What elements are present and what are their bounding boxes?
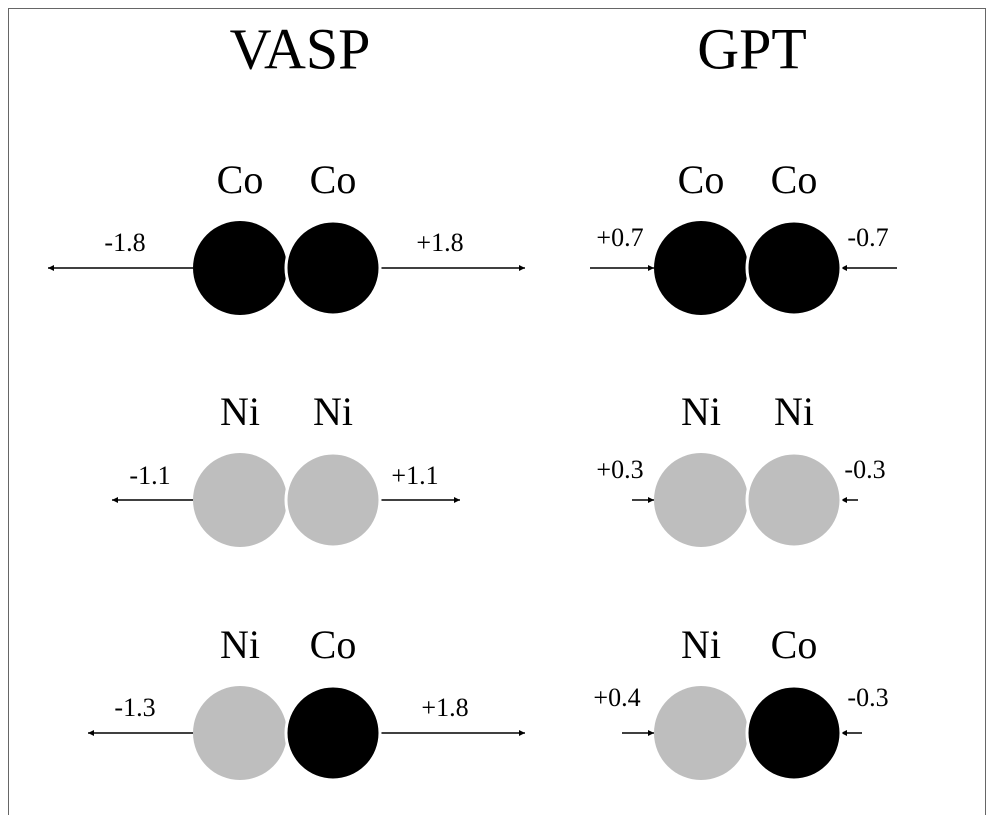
force-label: +0.7 xyxy=(596,223,643,252)
atom-circle xyxy=(745,451,843,549)
atom-circle xyxy=(193,453,287,547)
atom-circle xyxy=(284,219,382,317)
panel-title: VASP xyxy=(230,16,371,81)
atom-label: Co xyxy=(771,622,818,667)
force-label: -1.8 xyxy=(104,228,145,257)
atom-label: Ni xyxy=(681,622,721,667)
atom-label: Co xyxy=(771,157,818,202)
panel-title: GPT xyxy=(697,16,807,81)
force-label: +1.8 xyxy=(421,693,468,722)
frame xyxy=(8,8,986,815)
atom-circle xyxy=(654,453,748,547)
atom-label: Co xyxy=(678,157,725,202)
force-label: +1.8 xyxy=(416,228,463,257)
atom-label: Ni xyxy=(220,622,260,667)
atom-label: Ni xyxy=(313,389,353,434)
force-label: -0.3 xyxy=(844,455,885,484)
atom-label: Ni xyxy=(220,389,260,434)
force-label: -1.3 xyxy=(114,693,155,722)
atom-circle xyxy=(284,684,382,782)
atom-circle xyxy=(193,221,287,315)
atom-circle xyxy=(745,219,843,317)
atom-label: Co xyxy=(310,622,357,667)
atom-label: Ni xyxy=(681,389,721,434)
atom-circle xyxy=(654,221,748,315)
atom-label: Co xyxy=(310,157,357,202)
force-label: -1.1 xyxy=(129,461,170,490)
atom-label: Co xyxy=(217,157,264,202)
force-label: -0.3 xyxy=(847,683,888,712)
atom-circle xyxy=(654,686,748,780)
force-label: +0.4 xyxy=(593,683,640,712)
atom-label: Ni xyxy=(774,389,814,434)
force-label: -0.7 xyxy=(847,223,888,252)
atom-circle xyxy=(284,451,382,549)
force-label: +1.1 xyxy=(391,461,438,490)
atom-circle xyxy=(193,686,287,780)
atom-circle xyxy=(745,684,843,782)
force-label: +0.3 xyxy=(596,455,643,484)
